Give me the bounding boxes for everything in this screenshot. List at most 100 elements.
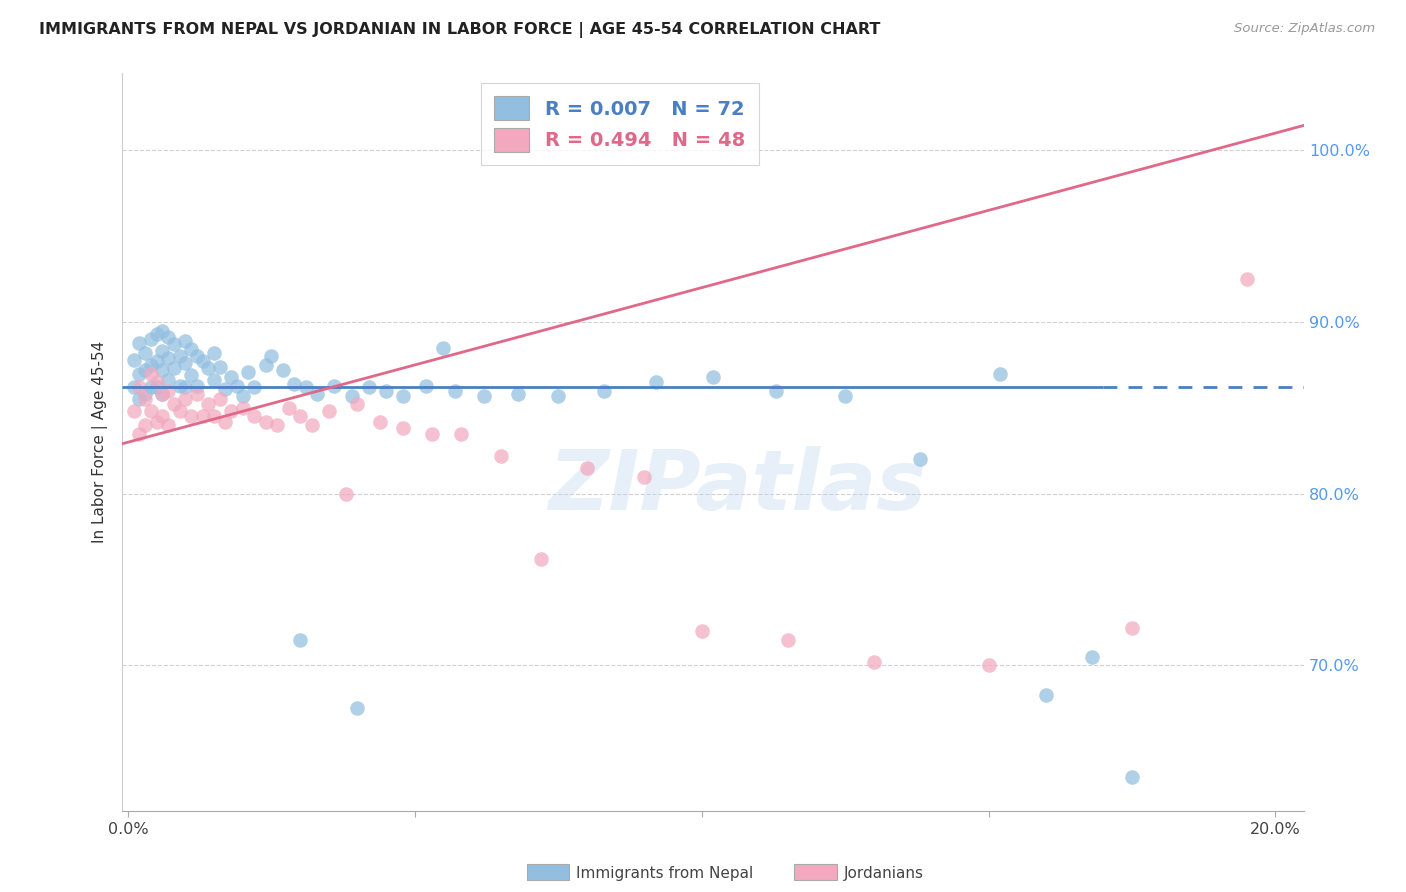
Point — [776, 632, 799, 647]
Point — [169, 378, 191, 392]
Point — [180, 368, 202, 383]
Point — [506, 387, 529, 401]
Point — [219, 404, 242, 418]
Point — [283, 376, 305, 391]
Point — [197, 361, 219, 376]
Point — [157, 330, 180, 344]
Point — [139, 332, 162, 346]
Point — [238, 365, 260, 379]
Point — [214, 382, 236, 396]
Point — [139, 358, 162, 372]
Point — [134, 387, 156, 401]
Point — [307, 387, 329, 401]
Text: Jordanians: Jordanians — [844, 866, 924, 880]
Y-axis label: In Labor Force | Age 45-54: In Labor Force | Age 45-54 — [93, 341, 108, 543]
Text: Source: ZipAtlas.com: Source: ZipAtlas.com — [1234, 22, 1375, 36]
Point — [122, 352, 145, 367]
Point — [180, 409, 202, 424]
Point — [288, 632, 311, 647]
Point — [243, 409, 266, 424]
Point — [128, 426, 150, 441]
Text: IMMIGRANTS FROM NEPAL VS JORDANIAN IN LABOR FORCE | AGE 45-54 CORRELATION CHART: IMMIGRANTS FROM NEPAL VS JORDANIAN IN LA… — [39, 22, 880, 38]
Point — [128, 380, 150, 394]
Point — [150, 324, 173, 338]
Point — [335, 487, 357, 501]
Point — [530, 552, 553, 566]
Point — [690, 624, 713, 639]
Point — [450, 426, 472, 441]
Point — [294, 380, 316, 394]
Point — [145, 380, 167, 394]
Point — [375, 384, 398, 398]
Point — [226, 378, 249, 392]
Point — [145, 354, 167, 368]
Point — [145, 326, 167, 341]
Point — [208, 392, 231, 407]
Point — [243, 380, 266, 394]
Point — [128, 392, 150, 407]
Point — [197, 397, 219, 411]
Point — [988, 367, 1011, 381]
Point — [122, 380, 145, 394]
Point — [593, 384, 616, 398]
Point — [169, 349, 191, 363]
Point — [219, 370, 242, 384]
Point — [139, 367, 162, 381]
Point — [323, 378, 346, 392]
Point — [1081, 649, 1104, 664]
Point — [547, 389, 569, 403]
Point — [186, 349, 208, 363]
Point — [415, 378, 437, 392]
Point — [765, 384, 787, 398]
Point — [432, 341, 454, 355]
Point — [134, 392, 156, 407]
Point — [122, 404, 145, 418]
Point — [301, 418, 323, 433]
Point — [128, 335, 150, 350]
Point — [357, 380, 380, 394]
Point — [174, 380, 197, 394]
Point — [370, 415, 392, 429]
Point — [174, 334, 197, 348]
Point — [318, 404, 340, 418]
Point — [150, 363, 173, 377]
Point — [420, 426, 443, 441]
Point — [202, 346, 225, 360]
Point — [340, 389, 363, 403]
Point — [150, 344, 173, 359]
Point — [174, 356, 197, 370]
Point — [254, 415, 277, 429]
Point — [392, 421, 415, 435]
Point — [444, 384, 467, 398]
Point — [633, 469, 655, 483]
Point — [232, 389, 254, 403]
Point — [472, 389, 495, 403]
Point — [702, 370, 724, 384]
Point — [908, 452, 931, 467]
Point — [834, 389, 856, 403]
Point — [163, 337, 186, 351]
Point — [271, 363, 294, 377]
Point — [214, 415, 236, 429]
Point — [134, 418, 156, 433]
Point — [1035, 688, 1057, 702]
Point — [157, 418, 180, 433]
Point — [134, 346, 156, 360]
Point — [150, 387, 173, 401]
Point — [260, 349, 283, 363]
Text: ZIPatlas: ZIPatlas — [548, 446, 925, 527]
Point — [186, 387, 208, 401]
Point — [346, 397, 368, 411]
Point — [202, 373, 225, 387]
Point — [145, 415, 167, 429]
Point — [145, 375, 167, 389]
Point — [174, 392, 197, 407]
Point — [346, 701, 368, 715]
Point — [288, 409, 311, 424]
Point — [208, 359, 231, 374]
Point — [862, 655, 884, 669]
Point — [277, 401, 299, 415]
Point — [392, 389, 415, 403]
Point — [157, 373, 180, 387]
Point — [134, 363, 156, 377]
